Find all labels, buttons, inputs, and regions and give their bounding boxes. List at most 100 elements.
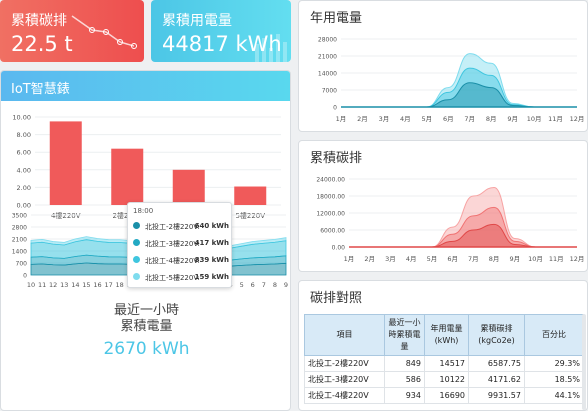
last-hour-label-line2: 累積電量 <box>120 319 173 334</box>
bar <box>49 121 82 205</box>
emission-table-panel: 碳排對照 項目 最近一小時累積電量 年用電量(kWh) 累積碳排(kgCo2e)… <box>298 280 588 411</box>
x-tick-label: 6 <box>251 281 255 289</box>
y-tick-label: 24000.00 <box>316 177 345 184</box>
x-tick-label: 11月 <box>549 255 564 263</box>
kpi-emission-value: 22.5 t <box>11 32 73 56</box>
x-tick-label: 2月 <box>357 115 368 123</box>
tooltip-row: 北投工-5樓220V: 159 kWh <box>133 271 229 283</box>
y-tick-label: 28000 <box>318 37 337 44</box>
x-tick-label: 5月 <box>421 115 432 123</box>
kpi-power-card: 累積用電量 44817 kWh <box>151 0 291 62</box>
tooltip-series-value: 640 kWh <box>194 222 229 230</box>
last-hour-label-line1: 最近一小時 <box>113 303 179 318</box>
cell-last-hour: 849 <box>384 355 425 372</box>
y-tick-label: 6000.00 <box>320 228 345 235</box>
x-tick-label: 18 <box>116 281 124 289</box>
table-row: 北投工-4樓220V 934 16690 9931.57 44.1% <box>304 387 584 404</box>
col-header-emission: 累積碳排(kgCo2e) <box>468 314 525 356</box>
y-tick-label: 7000 <box>322 88 337 95</box>
tooltip-series-value: 417 kWh <box>194 239 229 247</box>
emission-table-title: 碳排對照 <box>310 291 363 306</box>
x-tick-label: 6月 <box>447 255 458 263</box>
emission-table: 項目 最近一小時累積電量 年用電量(kWh) 累積碳排(kgCo2e) 百分比 … <box>304 314 584 404</box>
table-header-row: 項目 最近一小時累積電量 年用電量(kWh) 累積碳排(kgCo2e) 百分比 <box>304 314 584 356</box>
x-tick-label: 12 <box>49 281 57 289</box>
col-header-item: 項目 <box>304 314 385 356</box>
y-tick-label: 10.00 <box>12 114 31 122</box>
tooltip-row: 北投工-2樓220V: 640 kWh <box>133 220 229 232</box>
y-tick-label: 8.00 <box>17 131 31 139</box>
y-tick-label: 0.00 <box>332 245 346 252</box>
cell-emission: 4171.62 <box>468 371 525 388</box>
cell-item: 北投工-2樓220V <box>304 355 385 372</box>
x-tick-label: 16 <box>93 281 101 289</box>
series-color-dot <box>133 256 140 263</box>
cell-percent: 18.5% <box>524 371 584 388</box>
x-tick-label: 10月 <box>527 115 542 123</box>
col-header-annual-power: 年用電量(kWh) <box>424 314 469 356</box>
x-tick-label: 15 <box>82 281 90 289</box>
cell-annual-power: 16690 <box>424 387 469 404</box>
x-tick-label: 4月 <box>406 255 417 263</box>
annual-power-panel: 年用電量 28000 21000 14000 7000 0 1月 2月 3月 4月 5月 6月 7月 8… <box>298 0 588 132</box>
tooltip-row: 北投工-4樓220V: 839 kWh <box>133 254 229 266</box>
y-tick-label: 1400 <box>12 249 27 256</box>
y-tick-label: 14000 <box>318 71 337 78</box>
x-tick-label: 3月 <box>385 255 396 263</box>
table-row: 北投工-2樓220V 849 14517 6587.75 29.3% <box>304 355 584 372</box>
x-tick-label: 7月 <box>468 255 479 263</box>
annual-power-chart: 28000 21000 14000 7000 0 1月 2月 3月 4月 5月 6月 7月 8月 9月 10… <box>318 37 585 124</box>
col-header-last-hour: 最近一小時累積電量 <box>384 314 425 356</box>
bar <box>172 169 205 205</box>
x-tick-label: 10 <box>27 281 35 289</box>
cell-percent: 29.3% <box>524 355 584 372</box>
emission-panel: 累積碳排 24000.00 18000.00 12000.00 6000.00 0.00… <box>298 140 588 272</box>
tooltip-series-name: 北投工-2樓220V: <box>145 223 200 231</box>
tooltip-time: 18:00 <box>133 207 154 215</box>
x-tick-label: 17 <box>104 281 112 289</box>
tooltip-series-name: 北投工-4樓220V: <box>145 257 200 265</box>
x-tick-label: 12月 <box>570 115 585 123</box>
y-tick-label: 0 <box>333 105 337 112</box>
y-tick-label: 6.00 <box>17 149 31 157</box>
last-hour-value: 2670 kWh <box>103 339 190 359</box>
bar <box>234 186 267 205</box>
cell-percent: 44.1% <box>524 387 584 404</box>
scrollbar[interactable] <box>582 314 586 410</box>
sparkline-decoration <box>71 15 137 49</box>
kpi-power-value: 44817 kWh <box>162 32 282 56</box>
emission-chart: 24000.00 18000.00 12000.00 6000.00 0.00 1月 2月 3… <box>316 177 585 264</box>
iot-panel-title: IoT智慧錶 <box>1 71 290 101</box>
x-tick-label: 7 <box>262 281 266 289</box>
cell-last-hour: 934 <box>384 387 425 404</box>
col-header-percent: 百分比 <box>524 314 584 356</box>
series-color-dot <box>133 239 140 246</box>
y-tick-label: 2100 <box>12 237 27 244</box>
x-tick-label: 7月 <box>464 115 475 123</box>
x-tick-label: 5月 <box>427 255 438 263</box>
cell-emission: 9931.57 <box>468 387 525 404</box>
y-tick-label: 0.00 <box>17 202 31 210</box>
bars-decoration <box>255 34 287 62</box>
series-color-dot <box>133 222 140 229</box>
annual-power-title: 年用電量 <box>310 11 363 26</box>
x-tick-label: 1月 <box>336 115 347 123</box>
x-tick-label: 5 <box>240 281 244 289</box>
bar <box>111 148 144 205</box>
cell-item: 北投工-4樓220V <box>304 387 385 404</box>
y-tick-label: 0 <box>23 273 27 280</box>
x-tick-label: 1月 <box>344 255 355 263</box>
x-tick-label: 4月 <box>400 115 411 123</box>
x-tick-label: 14 <box>71 281 79 289</box>
cell-last-hour: 586 <box>384 371 425 388</box>
kpi-emission-card: 累積碳排 22.5 t <box>0 0 144 62</box>
table-row: 北投工-3樓220V 586 10122 4171.62 18.5% <box>304 371 584 388</box>
x-tick-label: 8 <box>273 281 277 289</box>
x-tick-label: 13 <box>60 281 68 289</box>
x-tick-label: 12月 <box>570 255 585 263</box>
cell-annual-power: 14517 <box>424 355 469 372</box>
y-tick-label: 2800 <box>12 225 27 232</box>
chart-tooltip: 18:00 北投工-2樓220V: 640 kWh 北投工-3樓220V: 41… <box>127 202 232 288</box>
y-tick-label: 4.00 <box>17 166 31 174</box>
cell-emission: 6587.75 <box>468 355 525 372</box>
